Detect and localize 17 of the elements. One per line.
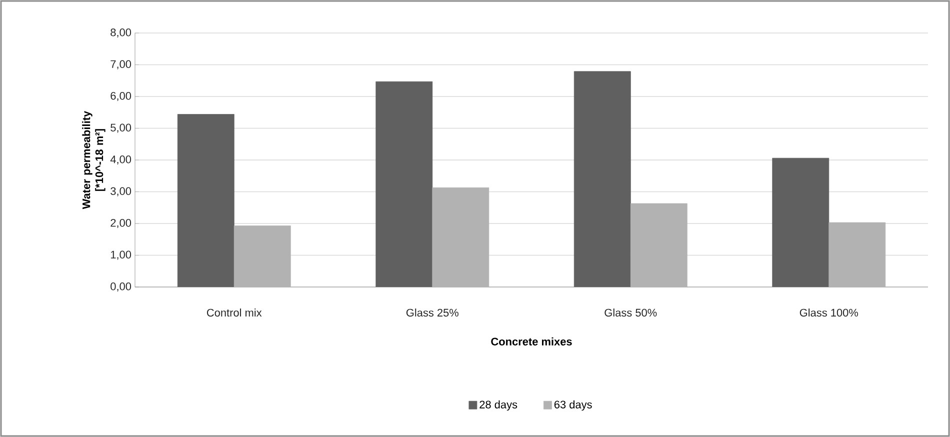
legend-label: 63 days	[554, 400, 592, 411]
y-tick-label: 4,00	[110, 155, 132, 165]
x-tick-label: Glass 100%	[800, 308, 858, 317]
y-tick-label: 5,00	[110, 124, 132, 133]
y-tick-label: 7,00	[110, 60, 132, 70]
x-tick-label: Control mix	[206, 308, 262, 317]
y-tick-label: 0,00	[110, 282, 132, 292]
y-axis-title: Water permeability [*10^-18 m²]	[82, 110, 106, 210]
x-axis-title: Concrete mixes	[491, 337, 572, 346]
y-tick-label: 8,00	[110, 28, 132, 38]
x-tick-label: Glass 25%	[406, 308, 458, 317]
legend-label: 28 days	[480, 400, 518, 411]
y-tick-label: 2,00	[110, 218, 132, 228]
x-tick-label: Glass 50%	[604, 308, 657, 317]
y-tick-label: 3,00	[110, 187, 132, 196]
y-tick-label: 6,00	[110, 92, 132, 102]
y-tick-label: 1,00	[110, 250, 132, 260]
